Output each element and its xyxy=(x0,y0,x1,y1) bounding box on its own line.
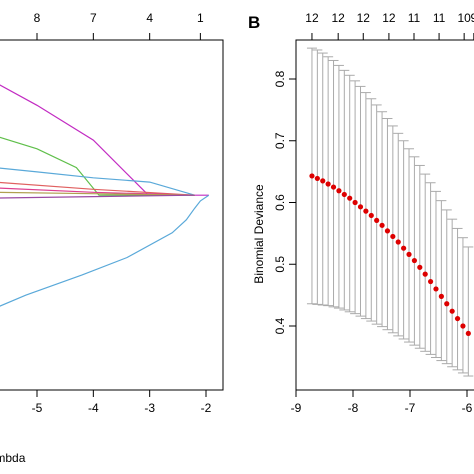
panel-b-y-axis-title: Binomial Deviance xyxy=(252,184,266,284)
deviance-point xyxy=(379,222,385,228)
top-tick-label: 1 xyxy=(197,11,204,25)
panel-b-deviance-points xyxy=(309,173,471,337)
coef-path-4 xyxy=(0,181,195,196)
panel-a-chart: -5 -4 -3 -2 8 7 4 1 Lambda xyxy=(0,11,224,465)
deviance-point xyxy=(417,264,423,270)
panel-b-frame xyxy=(295,39,474,391)
deviance-point xyxy=(309,173,315,179)
panel-a-x-axis-title: Lambda xyxy=(0,451,26,465)
panel-b-top-ticks: 12 12 12 12 11 11 10 9 xyxy=(305,11,474,40)
coef-path-7 xyxy=(0,194,195,199)
deviance-point xyxy=(401,245,407,251)
y-tick-label: 0.4 xyxy=(273,317,287,334)
deviance-point xyxy=(411,257,418,264)
y-tick-label: 0.6 xyxy=(273,194,287,211)
deviance-point xyxy=(341,191,347,198)
top-tick-label: 11 xyxy=(433,11,446,25)
deviance-point xyxy=(314,175,320,182)
x-tick-label: -5 xyxy=(32,401,43,415)
x-tick-label: -8 xyxy=(348,401,359,415)
top-tick-label: 4 xyxy=(146,11,153,25)
coef-path-1 xyxy=(0,84,209,196)
deviance-point xyxy=(422,271,428,277)
panel-a-top-ticks: 8 7 4 1 xyxy=(34,11,204,40)
deviance-point xyxy=(454,315,461,322)
deviance-point xyxy=(330,184,337,190)
deviance-point xyxy=(427,278,434,285)
deviance-point xyxy=(384,228,391,234)
deviance-point xyxy=(444,301,450,307)
y-tick-label: 0.8 xyxy=(273,70,287,87)
y-tick-label: 0.5 xyxy=(273,256,287,273)
deviance-point xyxy=(325,181,331,187)
top-tick-label: 10 xyxy=(457,11,471,25)
deviance-point xyxy=(363,208,369,214)
x-tick-label: -2 xyxy=(201,401,212,415)
top-tick-label: 8 xyxy=(34,11,41,25)
panel-b-y-ticks: 0.4 0.5 0.6 0.7 0.8 xyxy=(273,70,296,334)
top-tick-label: 12 xyxy=(332,11,346,25)
panel-b-error-bars xyxy=(306,47,474,377)
deviance-point xyxy=(336,188,342,194)
panel-b-label: B xyxy=(248,13,260,32)
deviance-point xyxy=(352,199,358,206)
x-tick-label: -6 xyxy=(462,401,473,415)
panel-a-x-ticks: -5 -4 -3 -2 xyxy=(32,390,212,415)
coef-path-8 xyxy=(0,194,210,307)
deviance-point xyxy=(357,204,364,210)
panel-a-frame xyxy=(0,39,224,391)
panel-b-x-ticks: -9 -8 -7 -6 xyxy=(291,390,473,415)
coef-path-3 xyxy=(0,167,195,196)
panel-a-coefficient-paths xyxy=(0,84,210,307)
x-tick-label: -7 xyxy=(405,401,416,415)
deviance-point xyxy=(406,251,412,257)
top-tick-label: 12 xyxy=(382,11,396,25)
top-tick-label: 9 xyxy=(470,11,474,25)
deviance-point xyxy=(320,178,326,184)
top-tick-label: 11 xyxy=(408,11,421,25)
deviance-point xyxy=(460,323,466,329)
x-tick-label: -4 xyxy=(88,401,99,415)
x-tick-label: -9 xyxy=(291,401,302,415)
x-tick-label: -3 xyxy=(144,401,155,415)
deviance-point xyxy=(465,330,471,337)
top-tick-label: 12 xyxy=(357,11,371,25)
deviance-point xyxy=(438,293,444,299)
top-tick-label: 12 xyxy=(305,11,319,25)
deviance-point xyxy=(395,239,401,245)
deviance-point xyxy=(449,308,455,314)
top-tick-label: 7 xyxy=(90,11,97,25)
y-tick-label: 0.7 xyxy=(273,132,287,149)
panel-b-chart: B 0.40.50.60.70.8 -9 -8 -7 -6 12 12 12 12 11 11 1… xyxy=(248,11,474,415)
coef-path-2 xyxy=(0,136,195,196)
deviance-point xyxy=(368,212,374,219)
deviance-point xyxy=(347,195,353,201)
deviance-point xyxy=(374,217,380,224)
coef-path-6 xyxy=(0,191,195,196)
deviance-point xyxy=(390,233,396,240)
deviance-point xyxy=(433,286,439,292)
